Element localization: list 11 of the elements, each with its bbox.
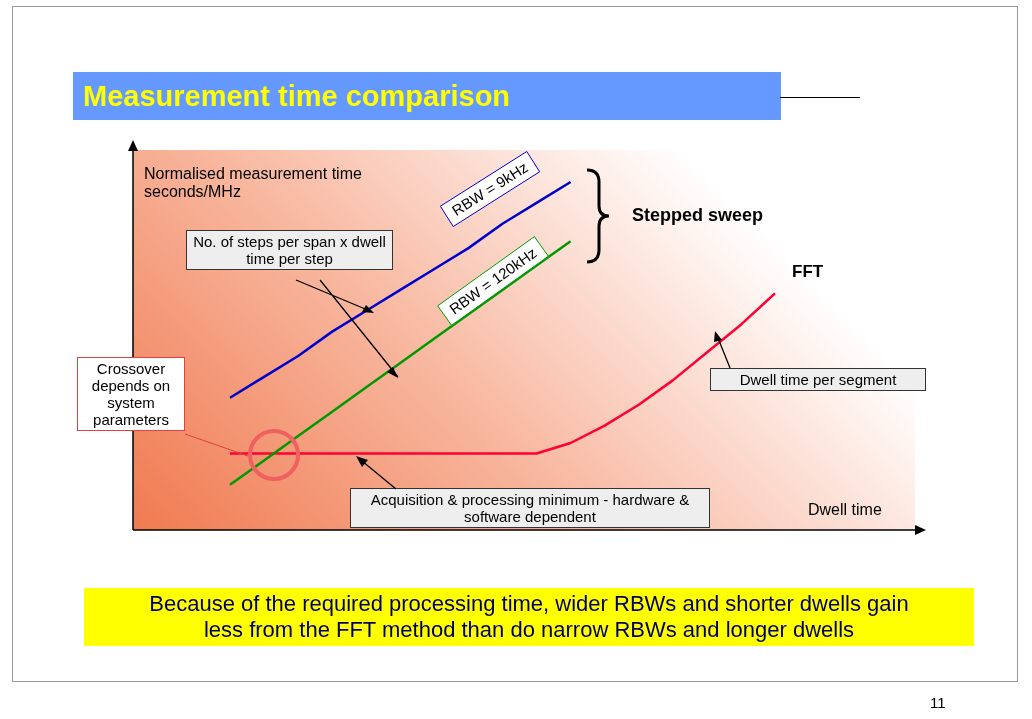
- text: 11: [930, 694, 946, 711]
- chart-title: Measurement time comparison: [73, 72, 781, 120]
- callout-box: Acquisition & processing minimum - hardware & software dependent: [350, 488, 710, 528]
- callout-box: No. of steps per span x dwell time per step: [186, 230, 393, 270]
- x-axis-title: Dwell time: [808, 501, 882, 519]
- text: Because of the required processing time, wider RBWs and shorter dwells gain less from the FFT method than do narrow RBWs and longer dwells: [84, 588, 974, 646]
- callout-box: Crossover depends on system parameters: [77, 357, 185, 431]
- series-label: FFT: [792, 262, 824, 282]
- y-axis-title: Normalised measurement time seconds/MHz: [144, 165, 363, 201]
- annotation: Stepped sweep: [632, 205, 764, 226]
- callout-box: Dwell time per segment: [710, 368, 926, 391]
